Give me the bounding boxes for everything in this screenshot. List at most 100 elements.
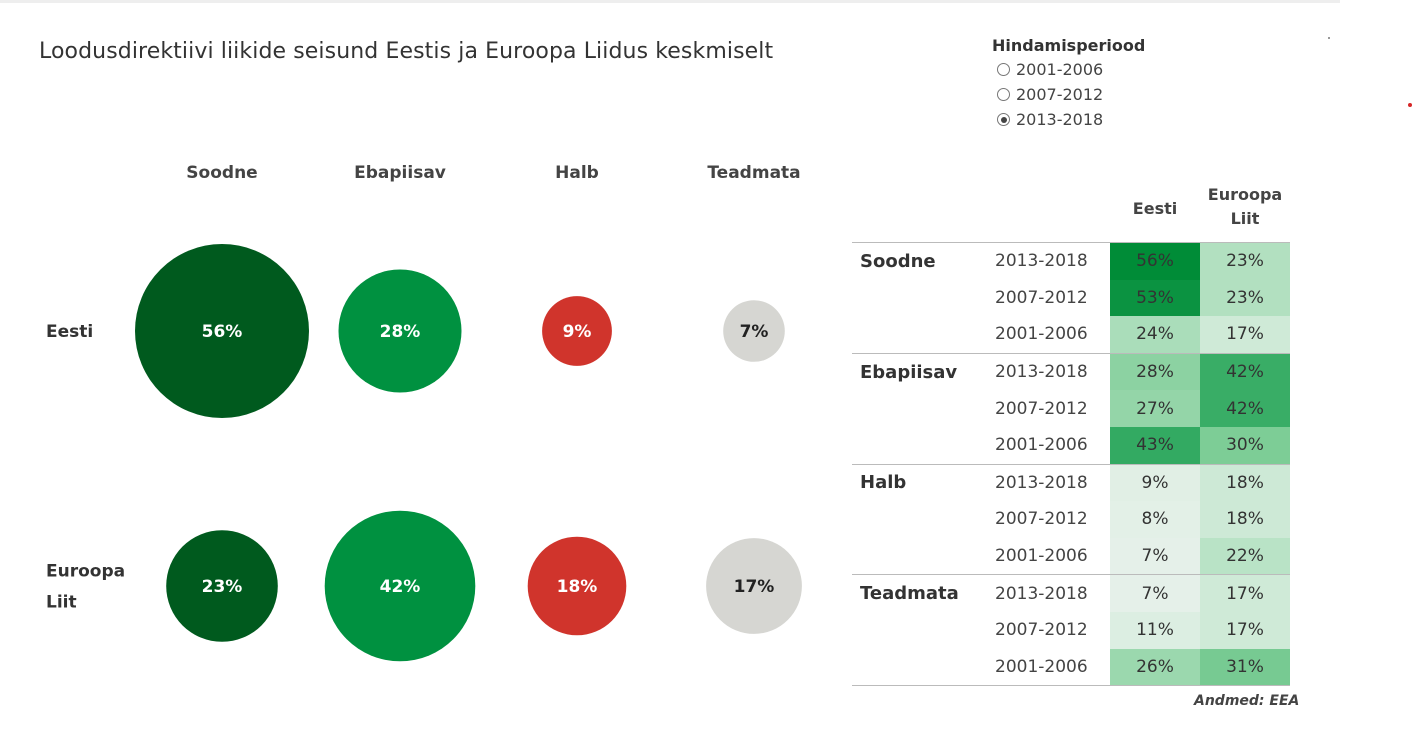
- slicer-option-2007-2012[interactable]: 2007-2012: [992, 82, 1145, 107]
- bubble-eesti-halb[interactable]: [542, 296, 612, 366]
- row-label-eesti: Eesti: [46, 322, 93, 342]
- bubble-label: 23%: [202, 577, 243, 597]
- group-label: Soodne: [860, 250, 936, 272]
- table-row[interactable]: Halb 2013-2018 9% 18%: [852, 464, 1290, 502]
- row-label-euroopa-liit: Liit: [46, 593, 77, 613]
- period-label: 2007-2012: [995, 287, 1088, 308]
- table-row[interactable]: Ebapiisav 2013-2018 28% 42%: [852, 353, 1290, 391]
- top-divider: [0, 0, 1340, 3]
- red-indicator-dot: [1408, 103, 1412, 107]
- heatmap-cell-eesti[interactable]: 11%: [1110, 611, 1200, 649]
- heatmap-cell-eesti[interactable]: 7%: [1110, 575, 1200, 612]
- heatmap-table: Eesti Euroopa Liit Soodne 2013-2018 56% 23%…: [852, 180, 1290, 687]
- slicer-option-2001-2006[interactable]: 2001-2006: [992, 57, 1145, 82]
- period-label: 2013-2018: [995, 251, 1088, 272]
- heatmap-cell-eesti[interactable]: 28%: [1110, 353, 1200, 391]
- column-header-line: Euroopa: [1207, 185, 1283, 204]
- group-label: Ebapiisav: [860, 361, 958, 383]
- heatmap-cell-euroopa-liit[interactable]: 31%: [1200, 648, 1290, 686]
- period-label: 2001-2006: [995, 324, 1088, 345]
- table-body: Soodne 2013-2018 56% 23% 2007-2012 53% 23% 2001…: [852, 242, 1290, 687]
- table-row[interactable]: 2001-2006 43% 30%: [852, 426, 1290, 464]
- heatmap-cell-eesti[interactable]: 53%: [1110, 279, 1200, 317]
- bubble-eesti-soodne[interactable]: [135, 244, 309, 418]
- slicer-option-label: 2001-2006: [1016, 60, 1104, 79]
- bubble-euroopa-liit-ebapiisav[interactable]: [324, 510, 476, 662]
- column-header-eesti: Eesti: [1110, 199, 1200, 218]
- group-label: Halb: [860, 472, 907, 494]
- table-row[interactable]: 2007-2012 8% 18%: [852, 501, 1290, 538]
- period-label: 2007-2012: [995, 398, 1088, 419]
- slicer-title: Hindamisperiood: [992, 36, 1146, 55]
- column-label-ebapiisav: Ebapiisav: [354, 163, 446, 183]
- heatmap-cell-eesti[interactable]: 26%: [1110, 648, 1200, 686]
- heatmap-cell-eesti[interactable]: 27%: [1110, 390, 1200, 427]
- period-label: 2007-2012: [995, 620, 1088, 641]
- bubble-label: 17%: [734, 577, 775, 597]
- bubble-label: 18%: [557, 577, 598, 597]
- heatmap-cell-euroopa-liit[interactable]: 18%: [1200, 501, 1290, 538]
- group-label: Teadmata: [860, 583, 959, 605]
- heatmap-cell-euroopa-liit[interactable]: 30%: [1200, 426, 1290, 464]
- heatmap-cell-euroopa-liit[interactable]: 23%: [1200, 279, 1290, 317]
- heatmap-cell-eesti[interactable]: 24%: [1110, 316, 1200, 353]
- column-label-soodne: Soodne: [186, 163, 257, 183]
- heatmap-cell-euroopa-liit[interactable]: 17%: [1200, 575, 1290, 612]
- table-row[interactable]: 2007-2012 53% 23%: [852, 279, 1290, 317]
- decorative-dot: [1328, 37, 1330, 39]
- table-row[interactable]: Soodne 2013-2018 56% 23%: [852, 243, 1290, 280]
- radio-icon[interactable]: [997, 88, 1010, 101]
- radio-selected-icon[interactable]: [997, 113, 1010, 126]
- heatmap-cell-eesti[interactable]: 56%: [1110, 243, 1200, 280]
- heatmap-cell-eesti[interactable]: 43%: [1110, 426, 1200, 464]
- table-header: Eesti Euroopa Liit: [852, 180, 1290, 242]
- period-label: 2013-2018: [995, 472, 1088, 493]
- bubble-label: 9%: [563, 322, 592, 342]
- bubble-label: 42%: [380, 577, 421, 597]
- bubble-label: 56%: [202, 322, 243, 342]
- period-label: 2001-2006: [995, 435, 1088, 456]
- period-label: 2013-2018: [995, 583, 1088, 604]
- bubble-euroopa-liit-soodne[interactable]: [166, 530, 278, 642]
- bubble-label: 28%: [380, 322, 421, 342]
- period-slicer: Hindamisperiood 2001-2006 2007-2012 2013…: [992, 36, 1145, 132]
- table-group-halb: Halb 2013-2018 9% 18% 2007-2012 8% 18% 2001-200…: [852, 463, 1290, 575]
- period-label: 2001-2006: [995, 546, 1088, 567]
- table-row[interactable]: 2001-2006 7% 22%: [852, 537, 1290, 575]
- row-label-euroopa-liit: Euroopa: [46, 562, 125, 582]
- heatmap-cell-euroopa-liit[interactable]: 17%: [1200, 611, 1290, 649]
- bubble-label: 7%: [740, 322, 769, 342]
- bubble-euroopa-liit-teadmata[interactable]: [706, 538, 802, 634]
- bubble-chart: Soodne Ebapiisav Halb Teadmata Eesti 56% 28% 9%…: [46, 163, 802, 662]
- page-title: Loodusdirektiivi liikide seisund Eestis …: [39, 39, 774, 64]
- heatmap-cell-euroopa-liit[interactable]: 18%: [1200, 464, 1290, 502]
- period-label: 2001-2006: [995, 656, 1088, 677]
- heatmap-cell-euroopa-liit[interactable]: 22%: [1200, 537, 1290, 575]
- table-row[interactable]: 2001-2006 26% 31%: [852, 648, 1290, 686]
- period-label: 2013-2018: [995, 362, 1088, 383]
- column-label-teadmata: Teadmata: [707, 163, 800, 183]
- bubble-eesti-teadmata[interactable]: [723, 300, 785, 362]
- heatmap-cell-euroopa-liit[interactable]: 17%: [1200, 316, 1290, 353]
- column-header-line: Eesti: [1132, 199, 1178, 218]
- table-row[interactable]: 2001-2006 24% 17%: [852, 316, 1290, 353]
- heatmap-cell-eesti[interactable]: 9%: [1110, 464, 1200, 502]
- bubble-eesti-ebapiisav[interactable]: [338, 269, 462, 393]
- table-row[interactable]: 2007-2012 27% 42%: [852, 390, 1290, 427]
- column-header-euroopa-liit: Euroopa Liit: [1200, 183, 1290, 231]
- heatmap-cell-euroopa-liit[interactable]: 23%: [1200, 243, 1290, 280]
- table-row[interactable]: Teadmata 2013-2018 7% 17%: [852, 575, 1290, 612]
- table-group-teadmata: Teadmata 2013-2018 7% 17% 2007-2012 11% 17% 200…: [852, 574, 1290, 687]
- heatmap-cell-eesti[interactable]: 7%: [1110, 537, 1200, 575]
- table-row[interactable]: 2007-2012 11% 17%: [852, 611, 1290, 649]
- column-label-halb: Halb: [555, 163, 599, 183]
- slicer-option-2013-2018[interactable]: 2013-2018: [992, 107, 1145, 132]
- bubble-euroopa-liit-halb[interactable]: [527, 536, 627, 636]
- radio-icon[interactable]: [997, 63, 1010, 76]
- heatmap-cell-euroopa-liit[interactable]: 42%: [1200, 353, 1290, 391]
- column-header-line: Liit: [1230, 209, 1260, 228]
- heatmap-cell-euroopa-liit[interactable]: 42%: [1200, 390, 1290, 427]
- period-label: 2007-2012: [995, 509, 1088, 530]
- heatmap-cell-eesti[interactable]: 8%: [1110, 501, 1200, 538]
- source-note: Andmed: EEA: [1194, 693, 1300, 709]
